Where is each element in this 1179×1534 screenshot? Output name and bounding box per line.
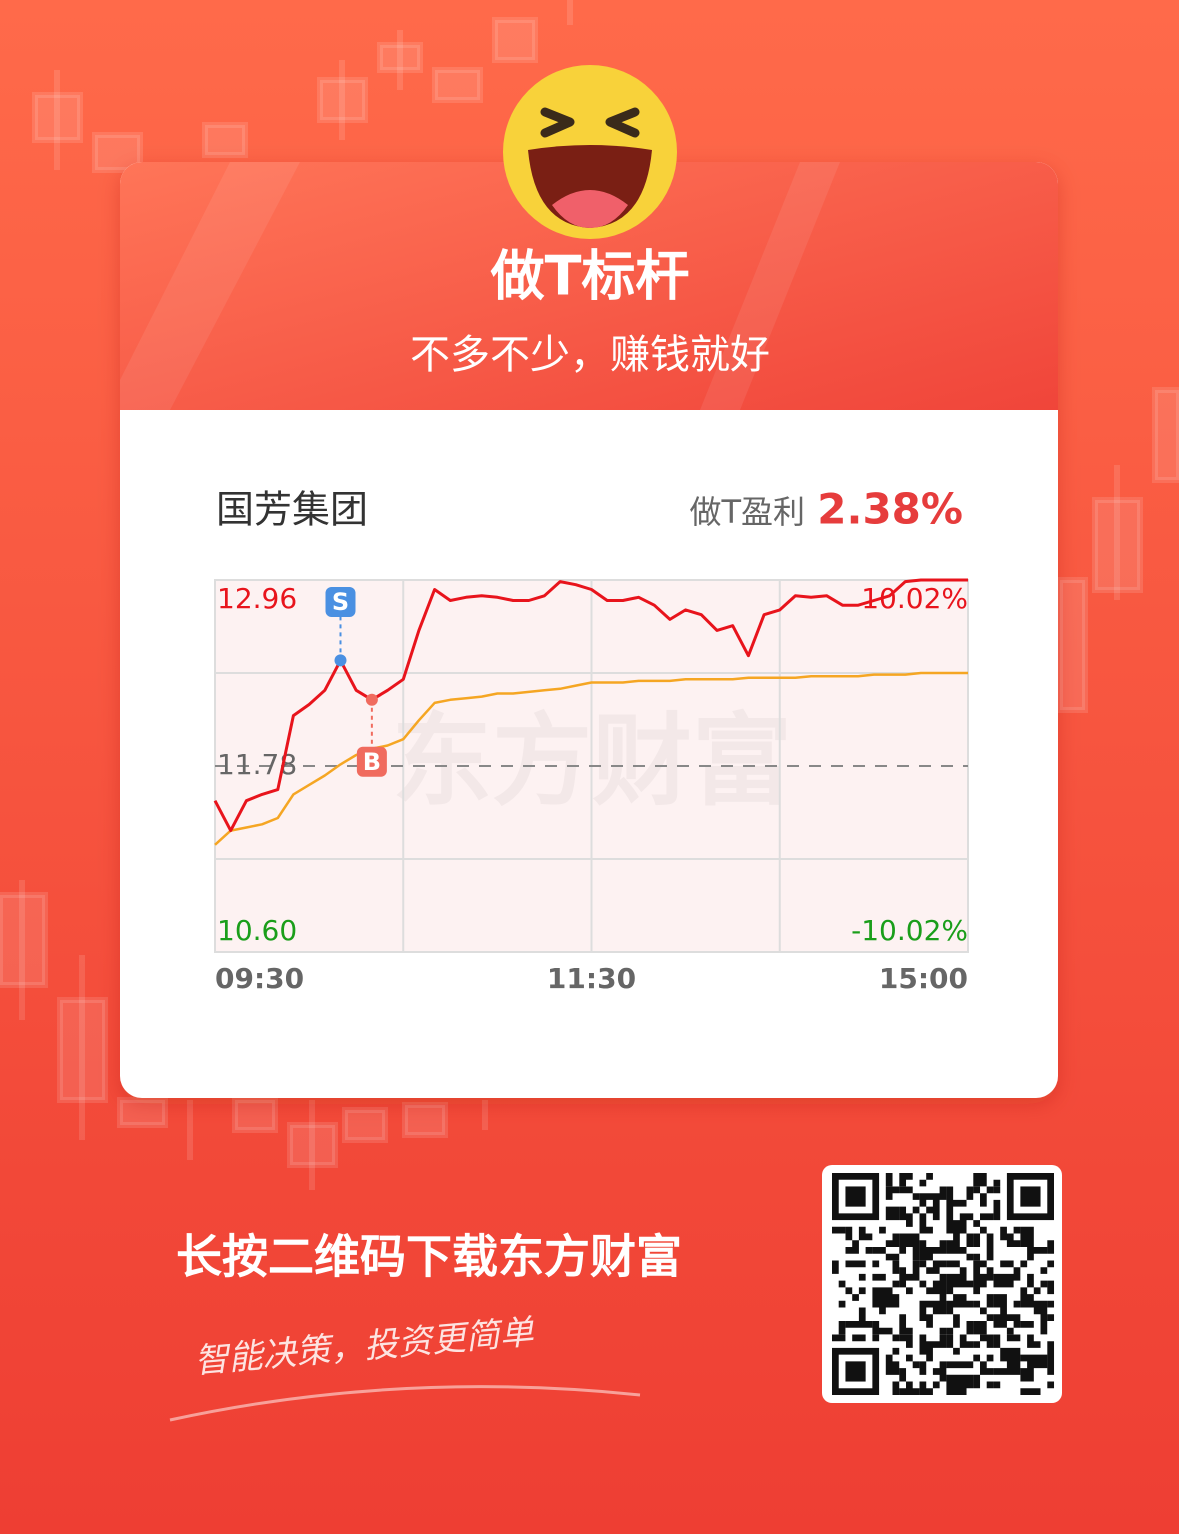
trade-badge (356, 746, 387, 777)
y2-tick-label: -10.02% (851, 914, 968, 947)
cta: 长按二维码下载东方财富 (176, 1230, 682, 1284)
qr-finder (1020, 1186, 1041, 1207)
subtitle: 不多不少，赚钱就好 (410, 332, 770, 378)
qr-code (832, 1173, 1055, 1396)
slogan-swoosh (169, 1385, 641, 1422)
x-tick-label: 09:30 (215, 962, 304, 995)
profit-value: 2.38% (817, 485, 963, 534)
qr-finder (845, 1361, 866, 1382)
emoji (503, 65, 677, 239)
series-line (214, 671, 968, 846)
profit-label: 做T盈利 (689, 493, 805, 531)
trade-badge-label: B (363, 748, 381, 776)
qr-modules (832, 1173, 1055, 1396)
trade-point (334, 654, 347, 667)
trade-badge-label: S (332, 588, 349, 616)
qr-finder (845, 1186, 866, 1207)
trade-point (365, 693, 378, 706)
stock-name: 国芳集团 (216, 488, 368, 532)
x-tick-label: 15:00 (879, 962, 968, 995)
card-header (120, 162, 1058, 410)
x-tick-label: 11:30 (547, 962, 636, 995)
trade-badge (325, 587, 356, 617)
y-tick-label: 12.96 (217, 582, 297, 615)
title: 做T标杆 (490, 245, 690, 308)
y-tick-label: 10.60 (217, 914, 297, 947)
